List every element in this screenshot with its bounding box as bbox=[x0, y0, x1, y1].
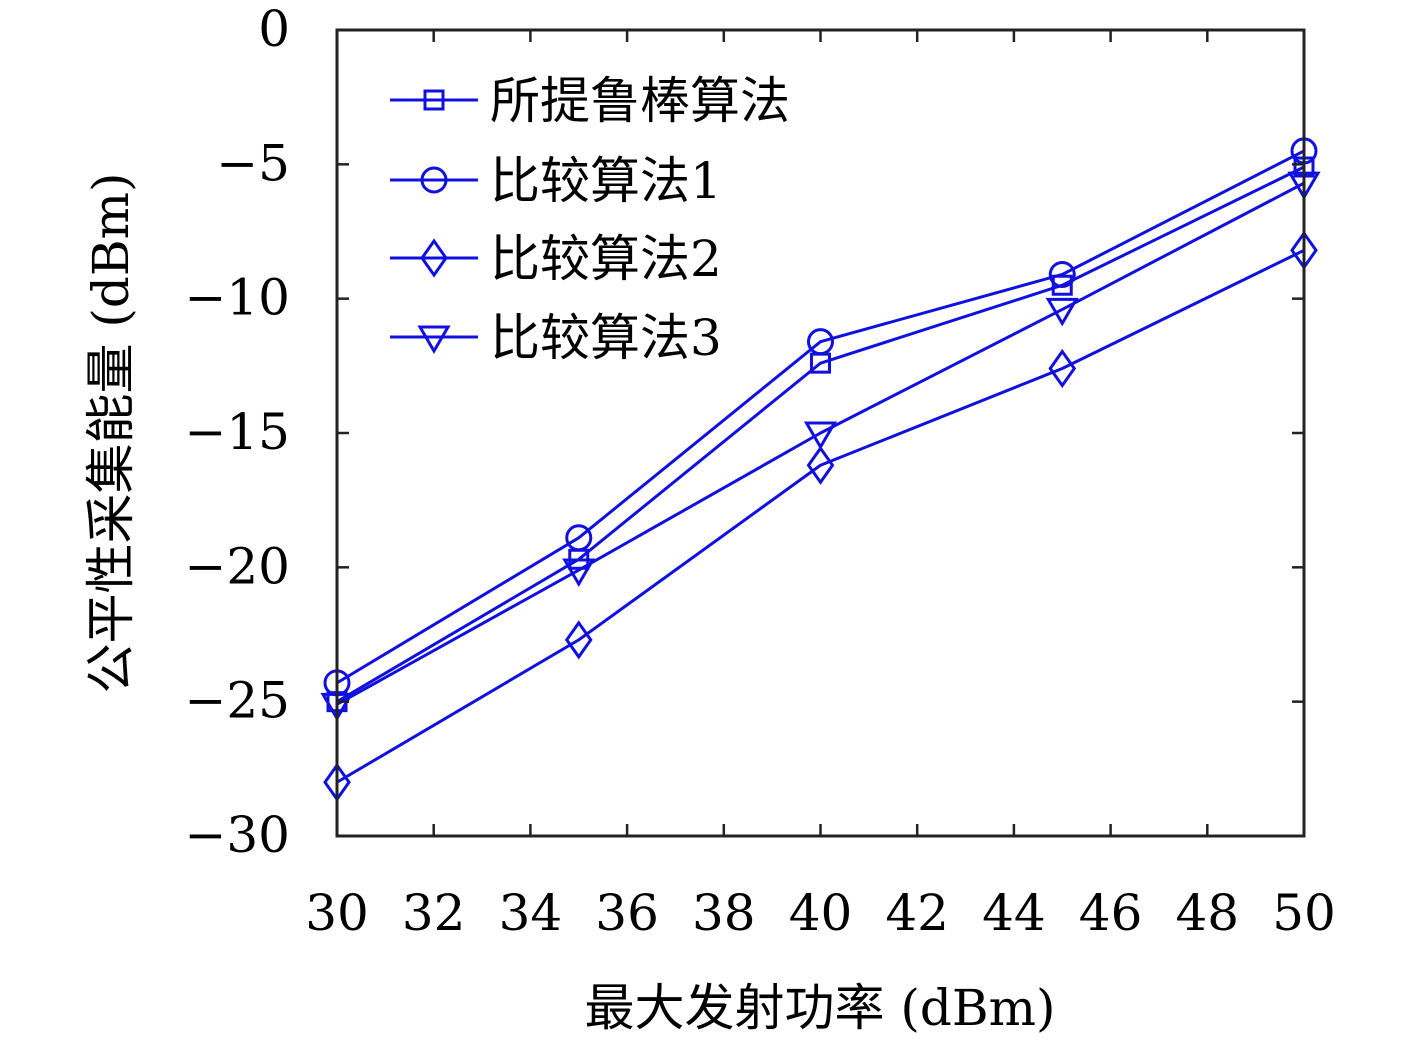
x-tick-label: 32 bbox=[402, 884, 466, 942]
legend-label: 所提鲁棒算法 bbox=[490, 72, 790, 130]
series-line bbox=[336, 149, 1305, 685]
x-tick-label: 44 bbox=[982, 884, 1046, 942]
legend-item: 比较算法1 bbox=[390, 152, 722, 210]
y-tick-label: −10 bbox=[184, 269, 290, 327]
series-4 bbox=[320, 171, 1321, 722]
triangle-marker bbox=[803, 421, 838, 450]
x-tick-label: 48 bbox=[1175, 884, 1239, 942]
legend-item: 比较算法2 bbox=[390, 230, 722, 288]
circle-marker bbox=[1048, 260, 1076, 288]
diamond-marker bbox=[420, 238, 448, 278]
series-layer bbox=[320, 137, 1321, 802]
legend-label: 比较算法2 bbox=[490, 230, 722, 288]
y-tick-label: −20 bbox=[184, 537, 290, 595]
ticks-layer bbox=[335, 28, 1306, 838]
square-marker bbox=[1051, 274, 1073, 296]
y-tick-label: −15 bbox=[184, 403, 290, 461]
x-tick-label: 40 bbox=[789, 884, 853, 942]
circle-marker bbox=[420, 166, 448, 194]
series-line bbox=[336, 181, 1305, 706]
diamond-marker bbox=[564, 620, 593, 660]
triangle-marker bbox=[562, 558, 596, 587]
diamond-marker bbox=[806, 445, 835, 485]
x-tick-label: 34 bbox=[499, 884, 563, 942]
circle-marker bbox=[565, 524, 593, 552]
x-tick-label: 36 bbox=[595, 884, 659, 942]
legend-item: 比较算法3 bbox=[390, 309, 722, 367]
square-marker bbox=[423, 89, 445, 111]
series-2 bbox=[323, 137, 1318, 697]
legend-item: 所提鲁棒算法 bbox=[390, 72, 790, 130]
x-tick-label: 50 bbox=[1272, 884, 1336, 942]
x-tick-label: 42 bbox=[885, 884, 949, 942]
circle-marker bbox=[807, 328, 834, 356]
x-tick-label: 38 bbox=[692, 884, 756, 942]
diamond-marker bbox=[1048, 348, 1077, 389]
y-tick-label: −5 bbox=[216, 134, 290, 192]
triangle-marker bbox=[417, 325, 451, 354]
series-3 bbox=[323, 230, 1318, 802]
y-tick-label: −25 bbox=[184, 672, 290, 730]
x-tick-label: 30 bbox=[305, 884, 369, 942]
legend-label: 比较算法1 bbox=[490, 152, 722, 210]
x-axis-title: 最大发射功率 (dBm) bbox=[584, 979, 1055, 1037]
y-tick-label: 0 bbox=[258, 0, 290, 58]
legend-label: 比较算法3 bbox=[490, 309, 722, 367]
series-line bbox=[336, 248, 1305, 784]
tick-labels-layer: 30 32 34 36 38 40 42 44 46 48 50 0 −5 −10 −15 −20 −25 −30 bbox=[184, 0, 1335, 942]
x-tick-label: 46 bbox=[1079, 884, 1143, 942]
y-tick-label: −30 bbox=[184, 806, 290, 864]
series-line bbox=[336, 165, 1305, 703]
y-axis-title: 公平性采集能量 (dBm) bbox=[82, 172, 140, 693]
triangle-marker bbox=[1045, 297, 1079, 327]
